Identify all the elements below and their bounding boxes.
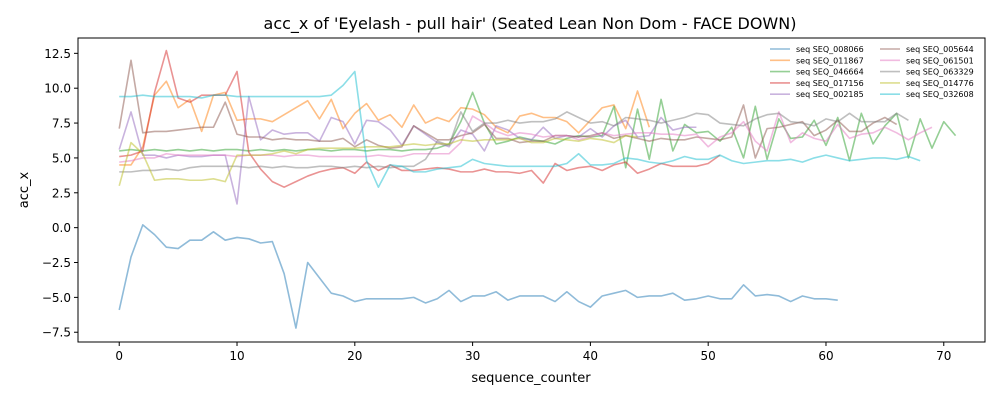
legend-label-2: seq SEQ_046664 bbox=[796, 68, 864, 77]
x-tick-label: 60 bbox=[818, 349, 833, 363]
legend-label-6: seq SEQ_061501 bbox=[906, 56, 974, 65]
y-tick-label: 2.5 bbox=[52, 186, 71, 200]
y-axis-label: acc_x bbox=[17, 171, 32, 208]
y-tick-label: −7.5 bbox=[42, 326, 71, 340]
x-tick-label: 50 bbox=[701, 349, 716, 363]
x-tick-label: 0 bbox=[115, 349, 123, 363]
series-line-8 bbox=[118, 134, 638, 187]
plot-frame bbox=[77, 37, 986, 343]
y-axis: −7.5 −5.0 −2.5 0.0 2.5 5.0 7.5 10.0 12.5 bbox=[42, 47, 78, 340]
plot-lines bbox=[118, 49, 957, 329]
series-line-7 bbox=[119, 111, 909, 173]
y-tick-label: −5.0 bbox=[42, 291, 71, 305]
x-tick-label: 40 bbox=[583, 349, 598, 363]
series-line-0 bbox=[118, 224, 838, 329]
y-tick-label: 0.0 bbox=[52, 221, 71, 235]
legend-label-7: seq SEQ_063329 bbox=[906, 68, 974, 77]
y-tick-label: 7.5 bbox=[52, 117, 71, 131]
series-line-5 bbox=[118, 59, 898, 159]
x-tick-label: 30 bbox=[465, 349, 480, 363]
x-tick-label: 10 bbox=[229, 349, 244, 363]
series-line-9 bbox=[119, 70, 921, 189]
legend-label-9: seq SEQ_032608 bbox=[906, 90, 974, 99]
legend-label-5: seq SEQ_005644 bbox=[906, 45, 974, 54]
series-line-1 bbox=[119, 80, 651, 166]
legend-label-4: seq SEQ_002185 bbox=[796, 90, 864, 99]
y-tick-label: 10.0 bbox=[44, 82, 71, 96]
y-tick-label: −2.5 bbox=[42, 256, 71, 270]
y-tick-label: 5.0 bbox=[52, 151, 71, 165]
x-tick-label: 70 bbox=[936, 349, 951, 363]
y-tick-label: 12.5 bbox=[44, 47, 71, 61]
legend-label-0: seq SEQ_008066 bbox=[796, 45, 864, 54]
legend-label-3: seq SEQ_017156 bbox=[796, 79, 864, 88]
chart-title: acc_x of 'Eyelash - pull hair' (Seated L… bbox=[264, 14, 797, 34]
legend-label-1: seq SEQ_011867 bbox=[796, 56, 864, 65]
x-axis: 0 10 20 30 40 50 60 70 bbox=[115, 342, 951, 363]
x-axis-label: sequence_counter bbox=[471, 371, 591, 386]
legend-label-8: seq SEQ_014776 bbox=[906, 79, 974, 88]
x-tick-label: 20 bbox=[347, 349, 362, 363]
